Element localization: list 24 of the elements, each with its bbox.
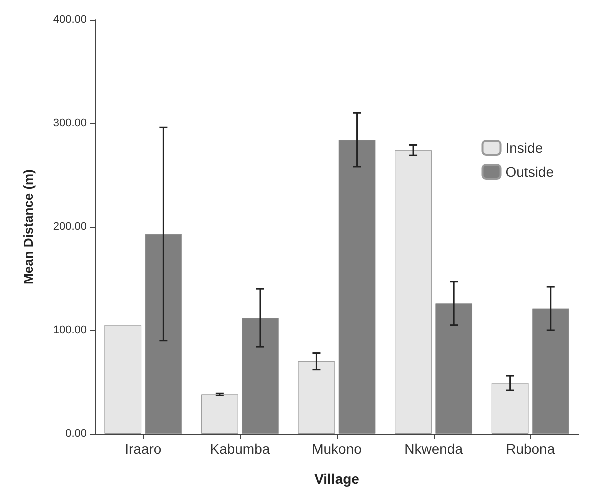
y-tick-label: 200.00	[53, 221, 87, 233]
x-tick-label: Kabumba	[210, 441, 270, 457]
bar	[298, 362, 336, 434]
bar	[145, 234, 182, 434]
bar	[338, 140, 376, 434]
bar	[242, 318, 279, 434]
x-axis-title: Village	[314, 471, 360, 487]
y-tick-label: 400.00	[53, 14, 87, 26]
y-tick-label: 100.00	[53, 324, 87, 336]
x-tick-label: Nkwenda	[404, 441, 464, 457]
bar	[395, 150, 432, 434]
bar	[492, 383, 529, 434]
legend-label: Outside	[506, 164, 554, 180]
bar	[201, 394, 238, 434]
bar	[104, 325, 142, 434]
x-tick-label: Iraaro	[125, 441, 162, 457]
y-axis-title: Mean Distance (m)	[21, 170, 36, 284]
x-tick-label: Mukono	[312, 441, 362, 457]
x-tick-label: Rubona	[506, 441, 556, 457]
bar	[436, 304, 473, 434]
bar	[532, 308, 570, 434]
y-tick-label: 300.00	[53, 118, 87, 130]
legend-label: Inside	[506, 140, 544, 156]
y-tick-label: 0.00	[66, 428, 87, 440]
